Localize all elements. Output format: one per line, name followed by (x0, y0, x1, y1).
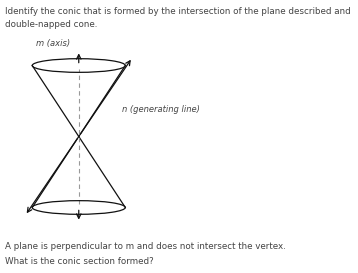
Text: m (axis): m (axis) (36, 39, 70, 48)
Text: What is the conic section formed?: What is the conic section formed? (5, 257, 154, 266)
Text: double-napped cone.: double-napped cone. (5, 20, 98, 29)
Text: A plane is perpendicular to m and does not intersect the vertex.: A plane is perpendicular to m and does n… (5, 242, 286, 251)
Text: Identify the conic that is formed by the intersection of the plane described and: Identify the conic that is formed by the… (5, 7, 351, 16)
Text: n (generating line): n (generating line) (122, 105, 200, 114)
